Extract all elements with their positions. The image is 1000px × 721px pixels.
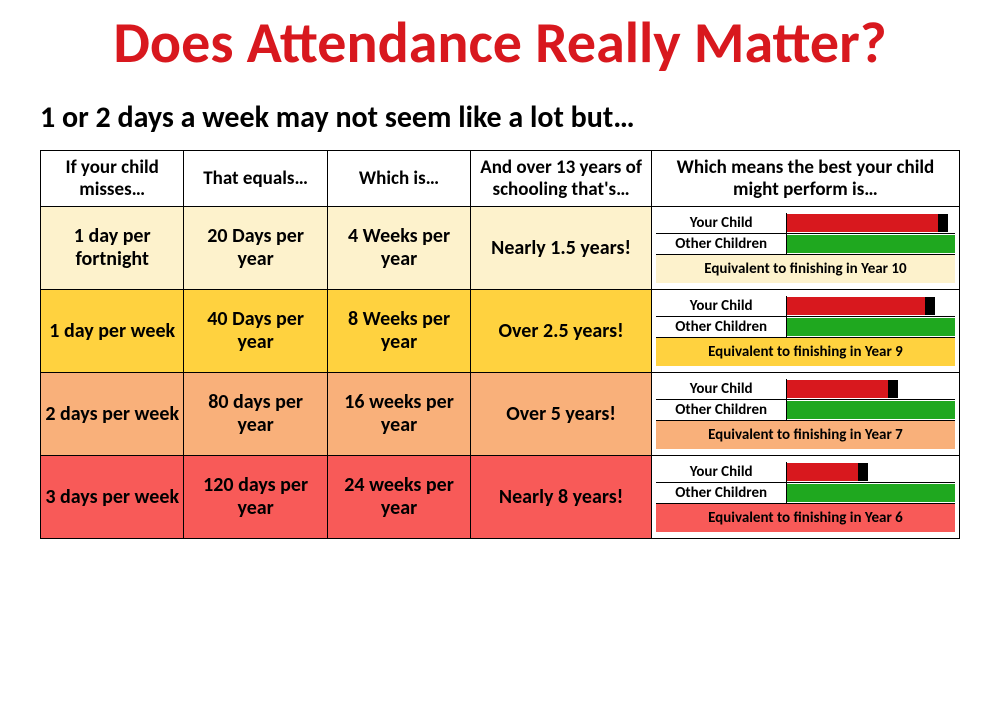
perf-label-other: Other Children <box>656 483 788 503</box>
perf-bar-child <box>787 463 955 481</box>
cell-misses: 3 days per week <box>41 456 184 539</box>
th-over13: And over 13 years of schooling that's… <box>471 150 652 207</box>
perf-note: Equivalent to finishing in Year 9 <box>656 338 955 366</box>
perf-bar-child <box>787 214 955 232</box>
perf-note: Equivalent to finishing in Year 7 <box>656 421 955 449</box>
cell-performance: Your ChildOther ChildrenEquivalent to fi… <box>651 456 959 539</box>
table-row: 2 days per week80 days per year16 weeks … <box>41 373 960 456</box>
cell-over-13: Over 5 years! <box>471 373 652 456</box>
cell-which-is: 24 weeks per year <box>327 456 470 539</box>
perf-bar-other <box>787 318 955 336</box>
table-head: If your child misses… That equals… Which… <box>41 150 960 207</box>
cell-performance: Your ChildOther ChildrenEquivalent to fi… <box>651 290 959 373</box>
page-subtitle: 1 or 2 days a week may not seem like a l… <box>40 99 960 136</box>
table-row: 1 day per week40 Days per year8 Weeks pe… <box>41 290 960 373</box>
table-row: 1 day per fortnight20 Days per year4 Wee… <box>41 207 960 290</box>
perf-label-child: Your Child <box>656 462 788 482</box>
th-whichis: Which is… <box>327 150 470 207</box>
perf-label-child: Your Child <box>656 379 788 399</box>
perf-label-child: Your Child <box>656 296 788 316</box>
perf-note: Equivalent to finishing in Year 6 <box>656 504 955 532</box>
cell-misses: 1 day per week <box>41 290 184 373</box>
table-body: 1 day per fortnight20 Days per year4 Wee… <box>41 207 960 539</box>
table-row: 3 days per week120 days per year24 weeks… <box>41 456 960 539</box>
th-perf: Which means the best your child might pe… <box>651 150 959 207</box>
cell-equals: 40 Days per year <box>184 290 327 373</box>
cell-misses: 2 days per week <box>41 373 184 456</box>
perf-bar-child <box>787 380 955 398</box>
cell-performance: Your ChildOther ChildrenEquivalent to fi… <box>651 207 959 290</box>
perf-bar-other <box>787 484 955 502</box>
perf-label-other: Other Children <box>656 234 788 254</box>
cell-misses: 1 day per fortnight <box>41 207 184 290</box>
cell-which-is: 4 Weeks per year <box>327 207 470 290</box>
cell-over-13: Nearly 8 years! <box>471 456 652 539</box>
cell-equals: 120 days per year <box>184 456 327 539</box>
attendance-table: If your child misses… That equals… Which… <box>40 150 960 540</box>
cell-which-is: 8 Weeks per year <box>327 290 470 373</box>
perf-note: Equivalent to finishing in Year 10 <box>656 255 955 283</box>
perf-label-other: Other Children <box>656 400 788 420</box>
page-wrap: Does Attendance Really Matter? 1 or 2 da… <box>0 0 1000 559</box>
cell-equals: 20 Days per year <box>184 207 327 290</box>
perf-bar-other <box>787 401 955 419</box>
cell-which-is: 16 weeks per year <box>327 373 470 456</box>
table-header-row: If your child misses… That equals… Which… <box>41 150 960 207</box>
cell-equals: 80 days per year <box>184 373 327 456</box>
page-title: Does Attendance Really Matter? <box>40 10 960 77</box>
cell-over-13: Over 2.5 years! <box>471 290 652 373</box>
perf-label-child: Your Child <box>656 213 788 233</box>
cell-performance: Your ChildOther ChildrenEquivalent to fi… <box>651 373 959 456</box>
perf-bar-child <box>787 297 955 315</box>
cell-over-13: Nearly 1.5 years! <box>471 207 652 290</box>
th-equals: That equals… <box>184 150 327 207</box>
perf-label-other: Other Children <box>656 317 788 337</box>
perf-bar-other <box>787 235 955 253</box>
th-misses: If your child misses… <box>41 150 184 207</box>
